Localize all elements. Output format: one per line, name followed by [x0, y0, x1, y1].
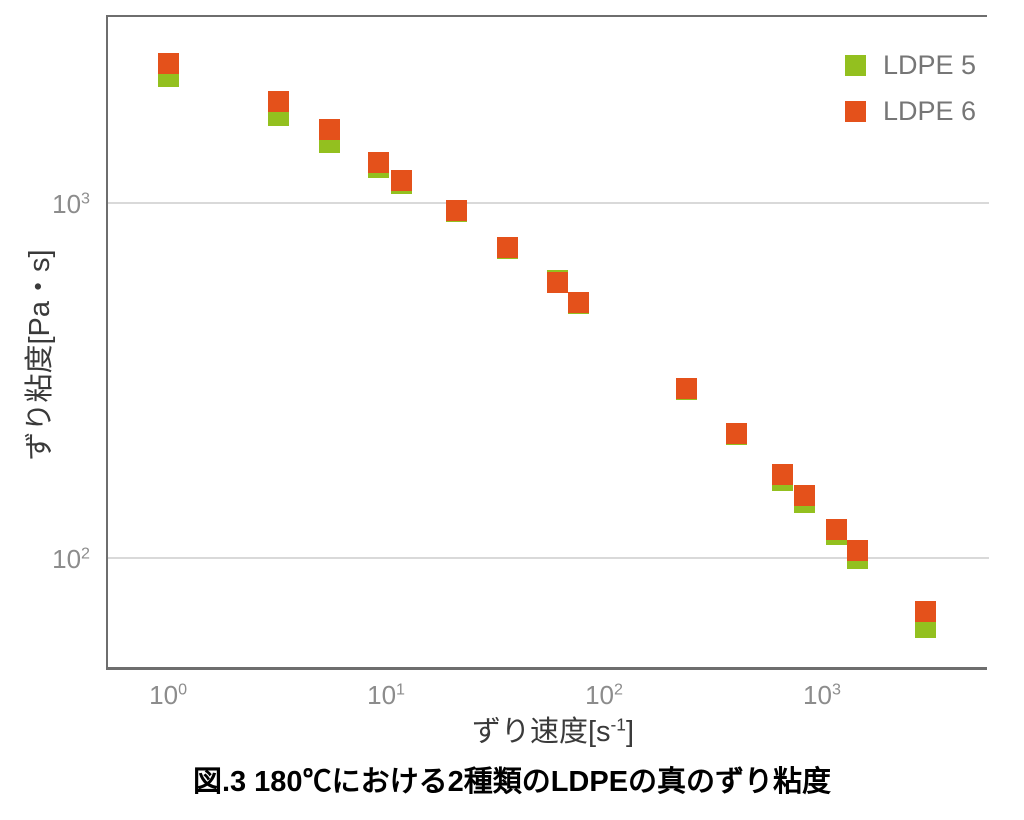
data-point-ldpe6	[546, 271, 568, 293]
legend-swatch-ldpe6-icon	[845, 101, 866, 122]
data-point-ldpe6	[445, 199, 467, 221]
x-axis-label: ずり速度[s-1]	[472, 708, 634, 750]
legend: LDPE 5 LDPE 6	[845, 52, 976, 125]
x-axis-label-text: ずり速度[s	[471, 716, 611, 748]
x-tick-label-10e3: 103	[803, 680, 841, 710]
data-point-ldpe6	[772, 464, 794, 486]
data-point-ldpe6	[794, 485, 816, 507]
x-tick-label-10e0: 100	[149, 680, 188, 710]
gridline-y-10e2	[108, 557, 989, 560]
data-point-ldpe6	[267, 90, 289, 112]
figure-caption: 図.3 180℃における2種類のLDPEの真のずり粘度	[192, 766, 832, 798]
data-point-ldpe6	[367, 152, 389, 174]
y-axis-label: ずり粘度[Pa・s]	[24, 249, 56, 461]
legend-label-ldpe6: LDPE 6	[883, 96, 977, 126]
legend-item-ldpe5: LDPE 5	[845, 52, 976, 79]
data-point-ldpe6	[826, 518, 848, 540]
data-point-ldpe6	[157, 52, 179, 74]
x-tick-label-10e1: 101	[367, 680, 406, 710]
legend-label-ldpe5: LDPE 5	[883, 50, 977, 80]
x-axis-label-superscript: -1	[610, 714, 626, 735]
data-point-ldpe6	[318, 119, 340, 141]
data-point-ldpe6	[676, 378, 698, 400]
data-point-ldpe6	[725, 422, 747, 444]
data-point-ldpe6	[915, 600, 937, 622]
legend-item-ldpe6: LDPE 6	[845, 98, 976, 125]
data-point-ldpe6	[847, 540, 869, 562]
plot-area	[106, 15, 987, 670]
gridline-y-10e3	[108, 202, 989, 205]
x-axis-label-end: ]	[625, 716, 635, 748]
x-tick-label-10e2: 102	[585, 680, 623, 710]
data-point-ldpe5	[915, 616, 937, 638]
y-tick-label-10e2: 102	[52, 544, 90, 575]
legend-swatch-ldpe5-icon	[845, 55, 866, 76]
y-tick-label-10e3: 103	[52, 189, 90, 220]
data-point-ldpe6	[567, 292, 589, 314]
data-point-ldpe6	[391, 169, 413, 191]
data-point-ldpe6	[496, 237, 518, 259]
